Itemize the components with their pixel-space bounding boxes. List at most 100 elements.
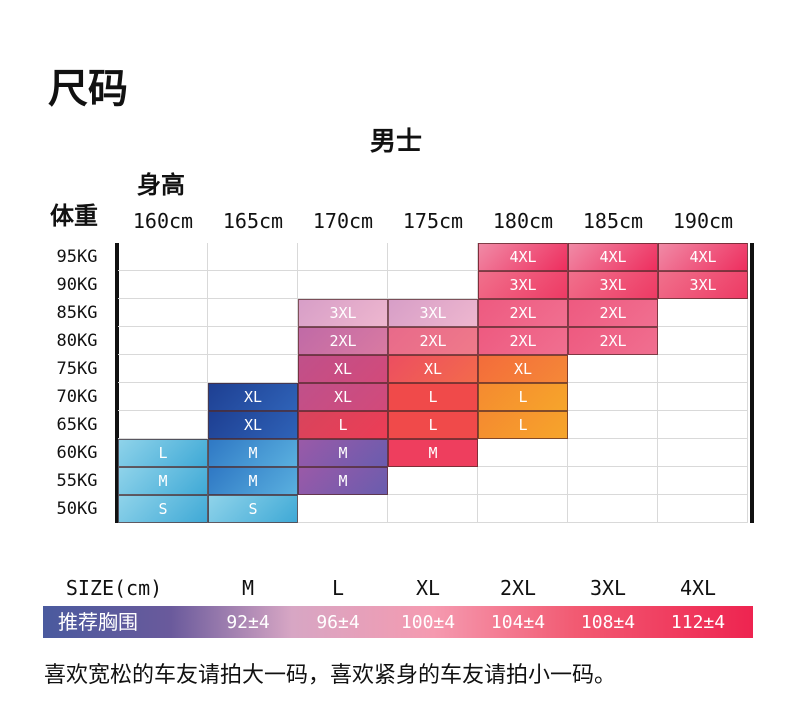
chest-value: 108±4 xyxy=(580,612,636,633)
size-label: M xyxy=(241,576,255,600)
chest-value: 92±4 xyxy=(226,612,270,633)
size-cell: M xyxy=(298,439,388,467)
weight-header: 55KG xyxy=(56,471,98,491)
weight-header: 60KG xyxy=(56,443,98,463)
height-header: 185cm xyxy=(582,209,644,233)
chest-bar xyxy=(43,606,753,638)
size-cell: 4XL xyxy=(478,243,568,271)
size-cell: M xyxy=(118,467,208,495)
weight-header: 80KG xyxy=(56,331,98,351)
empty-cell xyxy=(658,383,748,411)
size-cell: M xyxy=(208,467,298,495)
empty-cell xyxy=(658,327,748,355)
size-cell: 2XL xyxy=(568,299,658,327)
chest-label: 推荐胸围 xyxy=(58,610,138,634)
empty-cell xyxy=(568,355,658,383)
empty-cell xyxy=(208,271,298,299)
height-header: 160cm xyxy=(132,209,194,233)
size-label: 2XL xyxy=(499,576,537,600)
height-axis-label: 身高 xyxy=(137,171,185,199)
weight-header: 50KG xyxy=(56,499,98,519)
weight-header: 90KG xyxy=(56,275,98,295)
size-cell: 2XL xyxy=(478,327,568,355)
empty-cell xyxy=(658,439,748,467)
size-cell: 3XL xyxy=(658,271,748,299)
size-cell: 2XL xyxy=(568,327,658,355)
empty-cell xyxy=(388,271,478,299)
size-cell: XL xyxy=(478,355,568,383)
size-label: XL xyxy=(415,576,441,600)
empty-cell xyxy=(298,243,388,271)
size-cell: 3XL xyxy=(478,271,568,299)
size-cell: S xyxy=(208,495,298,523)
weight-axis-label: 体重 xyxy=(50,202,98,230)
size-cell: M xyxy=(388,439,478,467)
empty-cell xyxy=(478,439,568,467)
section-subtitle: 男士 xyxy=(370,127,423,157)
empty-cell xyxy=(568,439,658,467)
empty-cell xyxy=(568,383,658,411)
size-cell: S xyxy=(118,495,208,523)
empty-cell xyxy=(388,467,478,495)
empty-cell xyxy=(118,355,208,383)
size-cell: L xyxy=(388,383,478,411)
height-header: 190cm xyxy=(672,209,734,233)
size-cell: L xyxy=(388,411,478,439)
empty-cell xyxy=(208,327,298,355)
size-cell: XL xyxy=(298,355,388,383)
chest-value: 96±4 xyxy=(316,612,360,633)
empty-cell xyxy=(208,299,298,327)
grid-left-border xyxy=(115,243,119,523)
size-label: 3XL xyxy=(589,576,627,600)
height-header: 180cm xyxy=(492,209,554,233)
empty-cell xyxy=(118,243,208,271)
empty-cell xyxy=(478,467,568,495)
size-cell: XL xyxy=(208,383,298,411)
empty-cell xyxy=(208,355,298,383)
chest-value: 100±4 xyxy=(400,612,456,633)
empty-cell xyxy=(388,495,478,523)
footer-note: 喜欢宽松的车友请拍大一码，喜欢紧身的车友请拍小一码。 xyxy=(44,663,617,688)
weight-header: 95KG xyxy=(56,247,98,267)
weight-header: 85KG xyxy=(56,303,98,323)
empty-cell xyxy=(658,411,748,439)
empty-cell xyxy=(118,411,208,439)
weight-header: 65KG xyxy=(56,415,98,435)
empty-cell xyxy=(568,411,658,439)
height-header: 165cm xyxy=(222,209,284,233)
size-cell: M xyxy=(208,439,298,467)
size-cell: XL xyxy=(208,411,298,439)
size-grid: 4XL 4XL 4XL 3XL 3XL 3XL 3XL 3XL 2XL 2XL 2XL 2XL 2XL 2… xyxy=(118,243,752,523)
weight-header: 75KG xyxy=(56,359,98,379)
empty-cell xyxy=(118,383,208,411)
size-cell: L xyxy=(478,411,568,439)
empty-cell xyxy=(658,467,748,495)
height-header: 170cm xyxy=(312,209,374,233)
size-cell: 4XL xyxy=(658,243,748,271)
size-cell: L xyxy=(478,383,568,411)
size-cell: 3XL xyxy=(568,271,658,299)
empty-cell xyxy=(298,271,388,299)
empty-cell xyxy=(118,299,208,327)
size-cell: XL xyxy=(298,383,388,411)
size-cell: 2XL xyxy=(298,327,388,355)
empty-cell xyxy=(118,327,208,355)
size-cell: 3XL xyxy=(298,299,388,327)
size-cell: 2XL xyxy=(388,327,478,355)
empty-cell xyxy=(568,467,658,495)
empty-cell xyxy=(478,495,568,523)
size-cell: L xyxy=(298,411,388,439)
height-header: 175cm xyxy=(402,209,464,233)
size-cell: 3XL xyxy=(388,299,478,327)
chest-value: 104±4 xyxy=(490,612,546,633)
empty-cell xyxy=(568,495,658,523)
size-cell: M xyxy=(298,467,388,495)
chest-value: 112±4 xyxy=(670,612,726,633)
empty-cell xyxy=(388,243,478,271)
empty-cell xyxy=(208,243,298,271)
size-cell: 4XL xyxy=(568,243,658,271)
grid-right-border xyxy=(750,243,754,523)
empty-cell xyxy=(298,495,388,523)
size-label: L xyxy=(331,576,345,600)
size-label: 4XL xyxy=(679,576,717,600)
